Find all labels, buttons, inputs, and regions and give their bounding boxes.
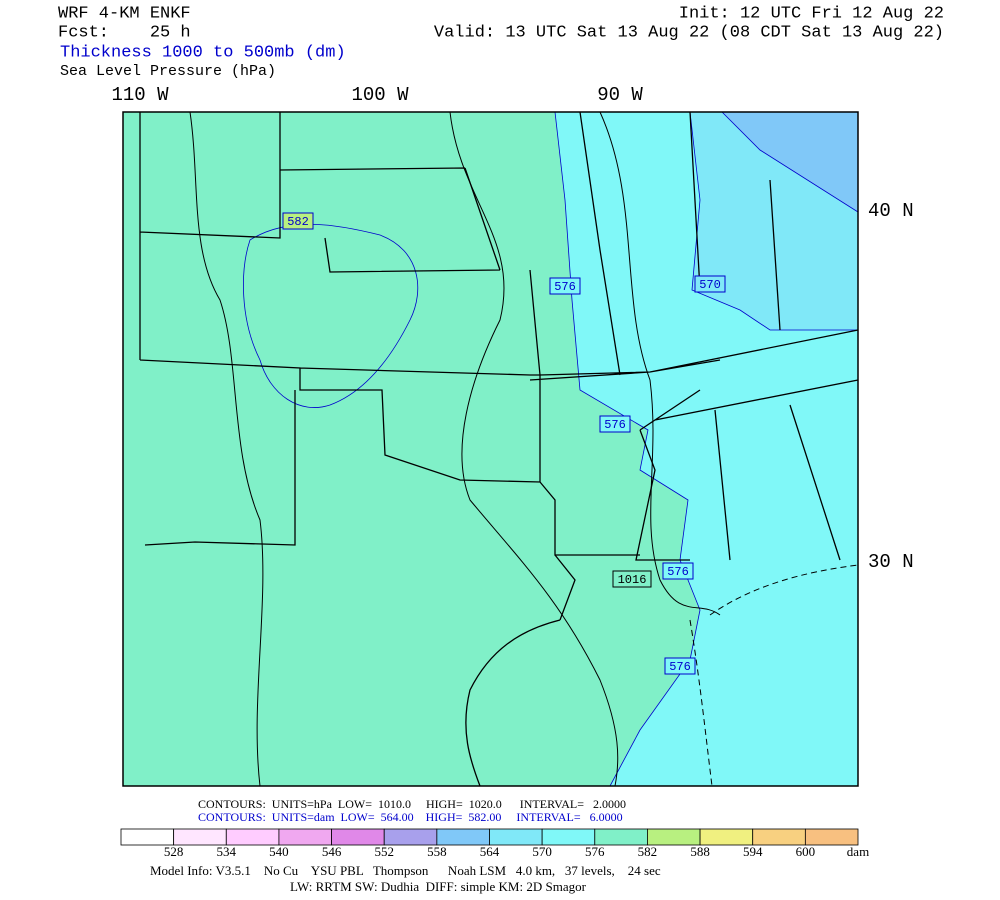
latitude-label: 40 N [868, 200, 914, 222]
colorbar-box [225, 828, 280, 846]
colorbar-label: 558 [427, 844, 447, 859]
contour-label: 576 [554, 280, 576, 294]
colorbar-box [436, 828, 490, 846]
colorbar-box [647, 828, 701, 846]
colorbar: 528 534 540 546 552 558 564 570 576 582 588 594 600 d… [120, 828, 869, 859]
contour-label-box [612, 570, 652, 588]
longitude-label: 100 W [351, 84, 409, 106]
colorbar-box [541, 828, 596, 846]
thickness-contour-info: CONTOURS: UNITS=dam LOW= 564.00 HIGH= 58… [198, 810, 623, 824]
forecast-hour: Fcst: 25 h [58, 23, 191, 42]
colorbar-label: 588 [690, 844, 710, 859]
thickness-558-564 [722, 112, 858, 212]
longitude-label: 90 W [597, 84, 643, 106]
colorbar-box [278, 828, 332, 846]
state-borders [139, 111, 859, 621]
contour-label: 570 [699, 278, 721, 292]
colorbar-label: 600 [796, 844, 816, 859]
physics-info: LW: RRTM SW: Dudhia DIFF: simple KM: 2D … [290, 879, 587, 894]
contour-label: 1016 [618, 573, 647, 587]
colorbar-box [331, 828, 385, 846]
longitude-label: 110 W [111, 84, 169, 106]
pressure-contour [449, 111, 619, 787]
pressure-contour-info: CONTOURS: UNITS=hPa LOW= 1010.0 HIGH= 10… [198, 797, 626, 811]
colorbar-box [594, 828, 648, 846]
thickness-contour [689, 111, 858, 331]
map: 582 576 570 576 1016 576 576 [122, 111, 859, 787]
colorbar-box [489, 828, 543, 846]
map-frame [122, 111, 859, 787]
pressure-contour [689, 619, 713, 787]
thickness-582-588 [243, 223, 419, 408]
contour-label-box [664, 657, 696, 675]
contour-label: 576 [604, 418, 626, 432]
colorbar-unit: dam [847, 844, 869, 859]
colorbar-label: 552 [374, 844, 394, 859]
init-time: Init: 12 UTC Fri 12 Aug 22 [679, 4, 944, 23]
contour-label: 576 [669, 660, 691, 674]
model-name: WRF 4-KM ENKF [58, 4, 191, 23]
colorbar-label: 570 [532, 844, 552, 859]
colorbar-box [804, 828, 859, 846]
colorbar-label: 534 [217, 844, 237, 859]
contour-label: 576 [667, 565, 689, 579]
contour-label-box [694, 275, 726, 293]
latitude-label: 30 N [868, 551, 914, 573]
colorbar-label: 528 [164, 844, 184, 859]
contour-label-box [599, 415, 631, 433]
pressure-contour [709, 564, 859, 616]
colorbar-box [752, 828, 806, 846]
contour-label-box [662, 562, 694, 580]
colorbar-label: 576 [585, 844, 605, 859]
pressure-contour [189, 111, 264, 787]
model-info: Model Info: V3.5.1 No Cu YSU PBL Thompso… [150, 863, 661, 878]
colorbar-label: 594 [743, 844, 763, 859]
contour-label: 582 [287, 215, 309, 229]
contour-field: Sea Level Pressure (hPa) [60, 63, 276, 80]
colorbar-label: 564 [480, 844, 500, 859]
thickness-contour [721, 111, 859, 213]
shaded-field: Thickness 1000 to 500mb (dm) [60, 43, 346, 62]
pressure-contour [599, 111, 721, 616]
colorbar-box [173, 828, 227, 846]
colorbar-box [120, 828, 175, 846]
valid-time: Valid: 13 UTC Sat 13 Aug 22 (08 CDT Sat … [434, 23, 944, 42]
colorbar-box [699, 828, 754, 846]
coastline [465, 619, 561, 787]
contour-label-box [282, 212, 314, 230]
colorbar-label: 540 [269, 844, 289, 859]
contour-label-box [549, 277, 581, 295]
colorbar-label: 582 [638, 844, 658, 859]
colorbar-box [383, 828, 438, 846]
colorbar-label: 546 [322, 844, 342, 859]
